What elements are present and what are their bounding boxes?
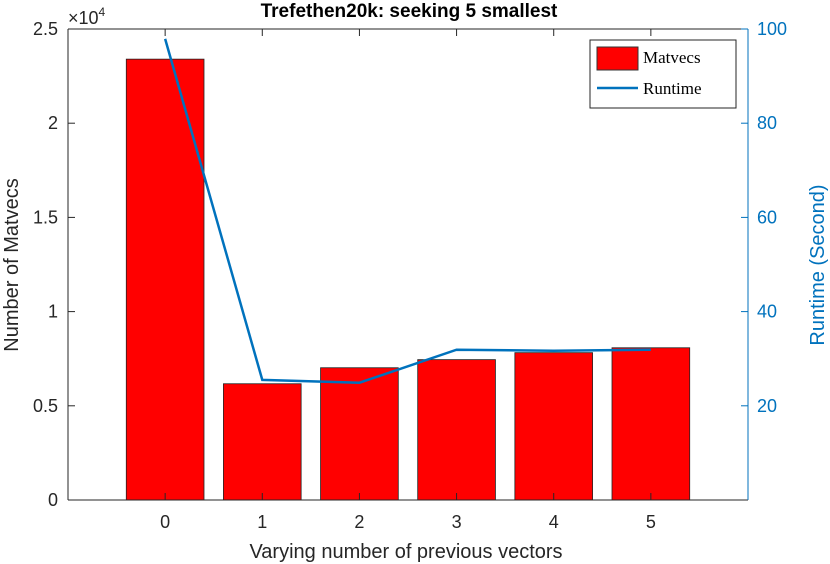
bar-4 xyxy=(514,352,593,501)
legend-matvecs-label: Matvecs xyxy=(643,48,701,67)
y-right-tick-label: 80 xyxy=(757,113,777,133)
y-axis-right-label: Runtime (Second) xyxy=(807,184,829,345)
x-tick-label: 1 xyxy=(257,512,267,532)
svg-text:×104: ×104 xyxy=(68,5,106,28)
legend-matvecs-swatch xyxy=(596,46,639,71)
y-right-tick-label: 20 xyxy=(757,396,777,416)
x-tick-label: 0 xyxy=(160,512,170,532)
y-tick-label: 2.5 xyxy=(33,19,58,39)
x-tick-label: 4 xyxy=(549,512,559,532)
x-axis-label: Varying number of previous vectors xyxy=(249,541,562,563)
legend-runtime-label: Runtime xyxy=(643,79,702,98)
x-tick-label: 3 xyxy=(452,512,462,532)
runtime-line xyxy=(163,38,651,384)
y-tick-label: 1 xyxy=(48,302,58,322)
bar-2 xyxy=(320,367,399,501)
bar-1 xyxy=(223,383,302,501)
y-right-tick-label: 60 xyxy=(757,207,777,227)
bar-0 xyxy=(125,58,205,501)
legend: Matvecs Runtime xyxy=(589,39,737,109)
y-tick-label: 0 xyxy=(48,490,58,510)
y-exponent: ×104 xyxy=(68,5,106,28)
bar-3 xyxy=(417,359,496,501)
y-right-tick-label: 40 xyxy=(757,302,777,322)
y-axis-label: Number of Matvecs xyxy=(1,178,23,351)
y-right-tick-label: 100 xyxy=(757,19,787,39)
x-tick-label: 5 xyxy=(646,512,656,532)
chart-title: Trefethen20k: seeking 5 smallest xyxy=(261,1,558,22)
y-tick-label: 2 xyxy=(48,113,58,133)
y-tick-label: 0.5 xyxy=(33,396,58,416)
y-tick-label: 1.5 xyxy=(33,207,58,227)
bar-5 xyxy=(611,347,691,501)
x-tick-label: 2 xyxy=(354,512,364,532)
